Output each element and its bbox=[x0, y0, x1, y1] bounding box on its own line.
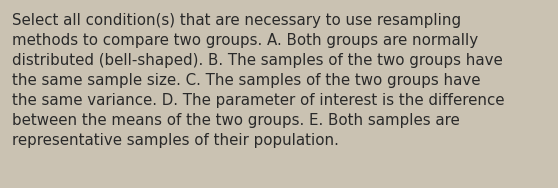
Text: Select all condition(s) that are necessary to use resampling
methods to compare : Select all condition(s) that are necessa… bbox=[12, 13, 505, 148]
